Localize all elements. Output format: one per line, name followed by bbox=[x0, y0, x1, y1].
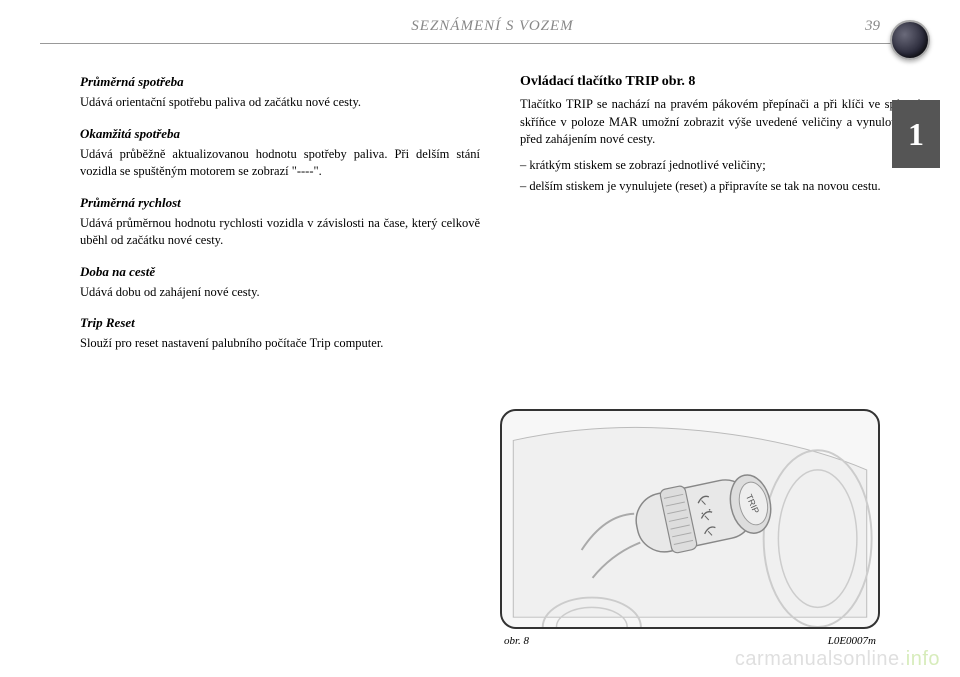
figure-number: obr. 8 bbox=[504, 635, 529, 647]
section-heading: Okamžitá spotřeba bbox=[80, 126, 480, 142]
body-text: – krátkým stiskem se zobrazí jednotlivé … bbox=[520, 157, 920, 175]
body-text: – delším stiskem je vynulujete (reset) a… bbox=[520, 178, 920, 196]
figure-trip-button: TRIP bbox=[500, 409, 880, 629]
body-text: Tlačítko TRIP se nachází na pravém pákov… bbox=[520, 96, 920, 149]
section-heading: Doba na cestě bbox=[80, 264, 480, 280]
section-heading: Průměrná spotřeba bbox=[80, 74, 480, 90]
section-title: SEZNÁMENÍ S VOZEM bbox=[120, 18, 865, 35]
left-column: Průměrná spotřeba Udává orientační spotř… bbox=[80, 74, 480, 353]
main-heading: Ovládací tlačítko TRIP obr. 8 bbox=[520, 74, 920, 90]
right-column: Ovládací tlačítko TRIP obr. 8 Tlačítko T… bbox=[520, 74, 920, 353]
trip-stalk-illustration: TRIP bbox=[502, 411, 878, 627]
chapter-tab: 1 bbox=[892, 100, 940, 168]
watermark-accent: info bbox=[906, 648, 940, 670]
section-heading: Průměrná rychlost bbox=[80, 195, 480, 211]
watermark-main: carmanualsonline. bbox=[735, 648, 906, 670]
watermark: carmanualsonline.info bbox=[735, 648, 940, 671]
body-text: Udává dobu od zahájení nové cesty. bbox=[80, 284, 480, 302]
body-text: Slouží pro reset nastavení palubního poč… bbox=[80, 335, 480, 353]
section-heading: Trip Reset bbox=[80, 315, 480, 331]
content-area: Průměrná spotřeba Udává orientační spotř… bbox=[0, 44, 960, 363]
body-text: Udává průměrnou hodnotu rychlosti vozidl… bbox=[80, 215, 480, 250]
page-header: SEZNÁMENÍ S VOZEM 39 bbox=[40, 0, 920, 44]
body-text: Udává průběžně aktualizovanou hodnotu sp… bbox=[80, 146, 480, 181]
figure-caption: obr. 8 L0E0007m bbox=[500, 635, 880, 647]
lancia-logo-icon bbox=[890, 20, 930, 60]
figure-code: L0E0007m bbox=[828, 635, 876, 647]
figure-container: TRIP obr. 8 L0E0007m bbox=[500, 409, 880, 647]
page-number: 39 bbox=[865, 18, 880, 35]
chapter-number: 1 bbox=[908, 116, 924, 153]
body-text: Udává orientační spotřebu paliva od začá… bbox=[80, 94, 480, 112]
